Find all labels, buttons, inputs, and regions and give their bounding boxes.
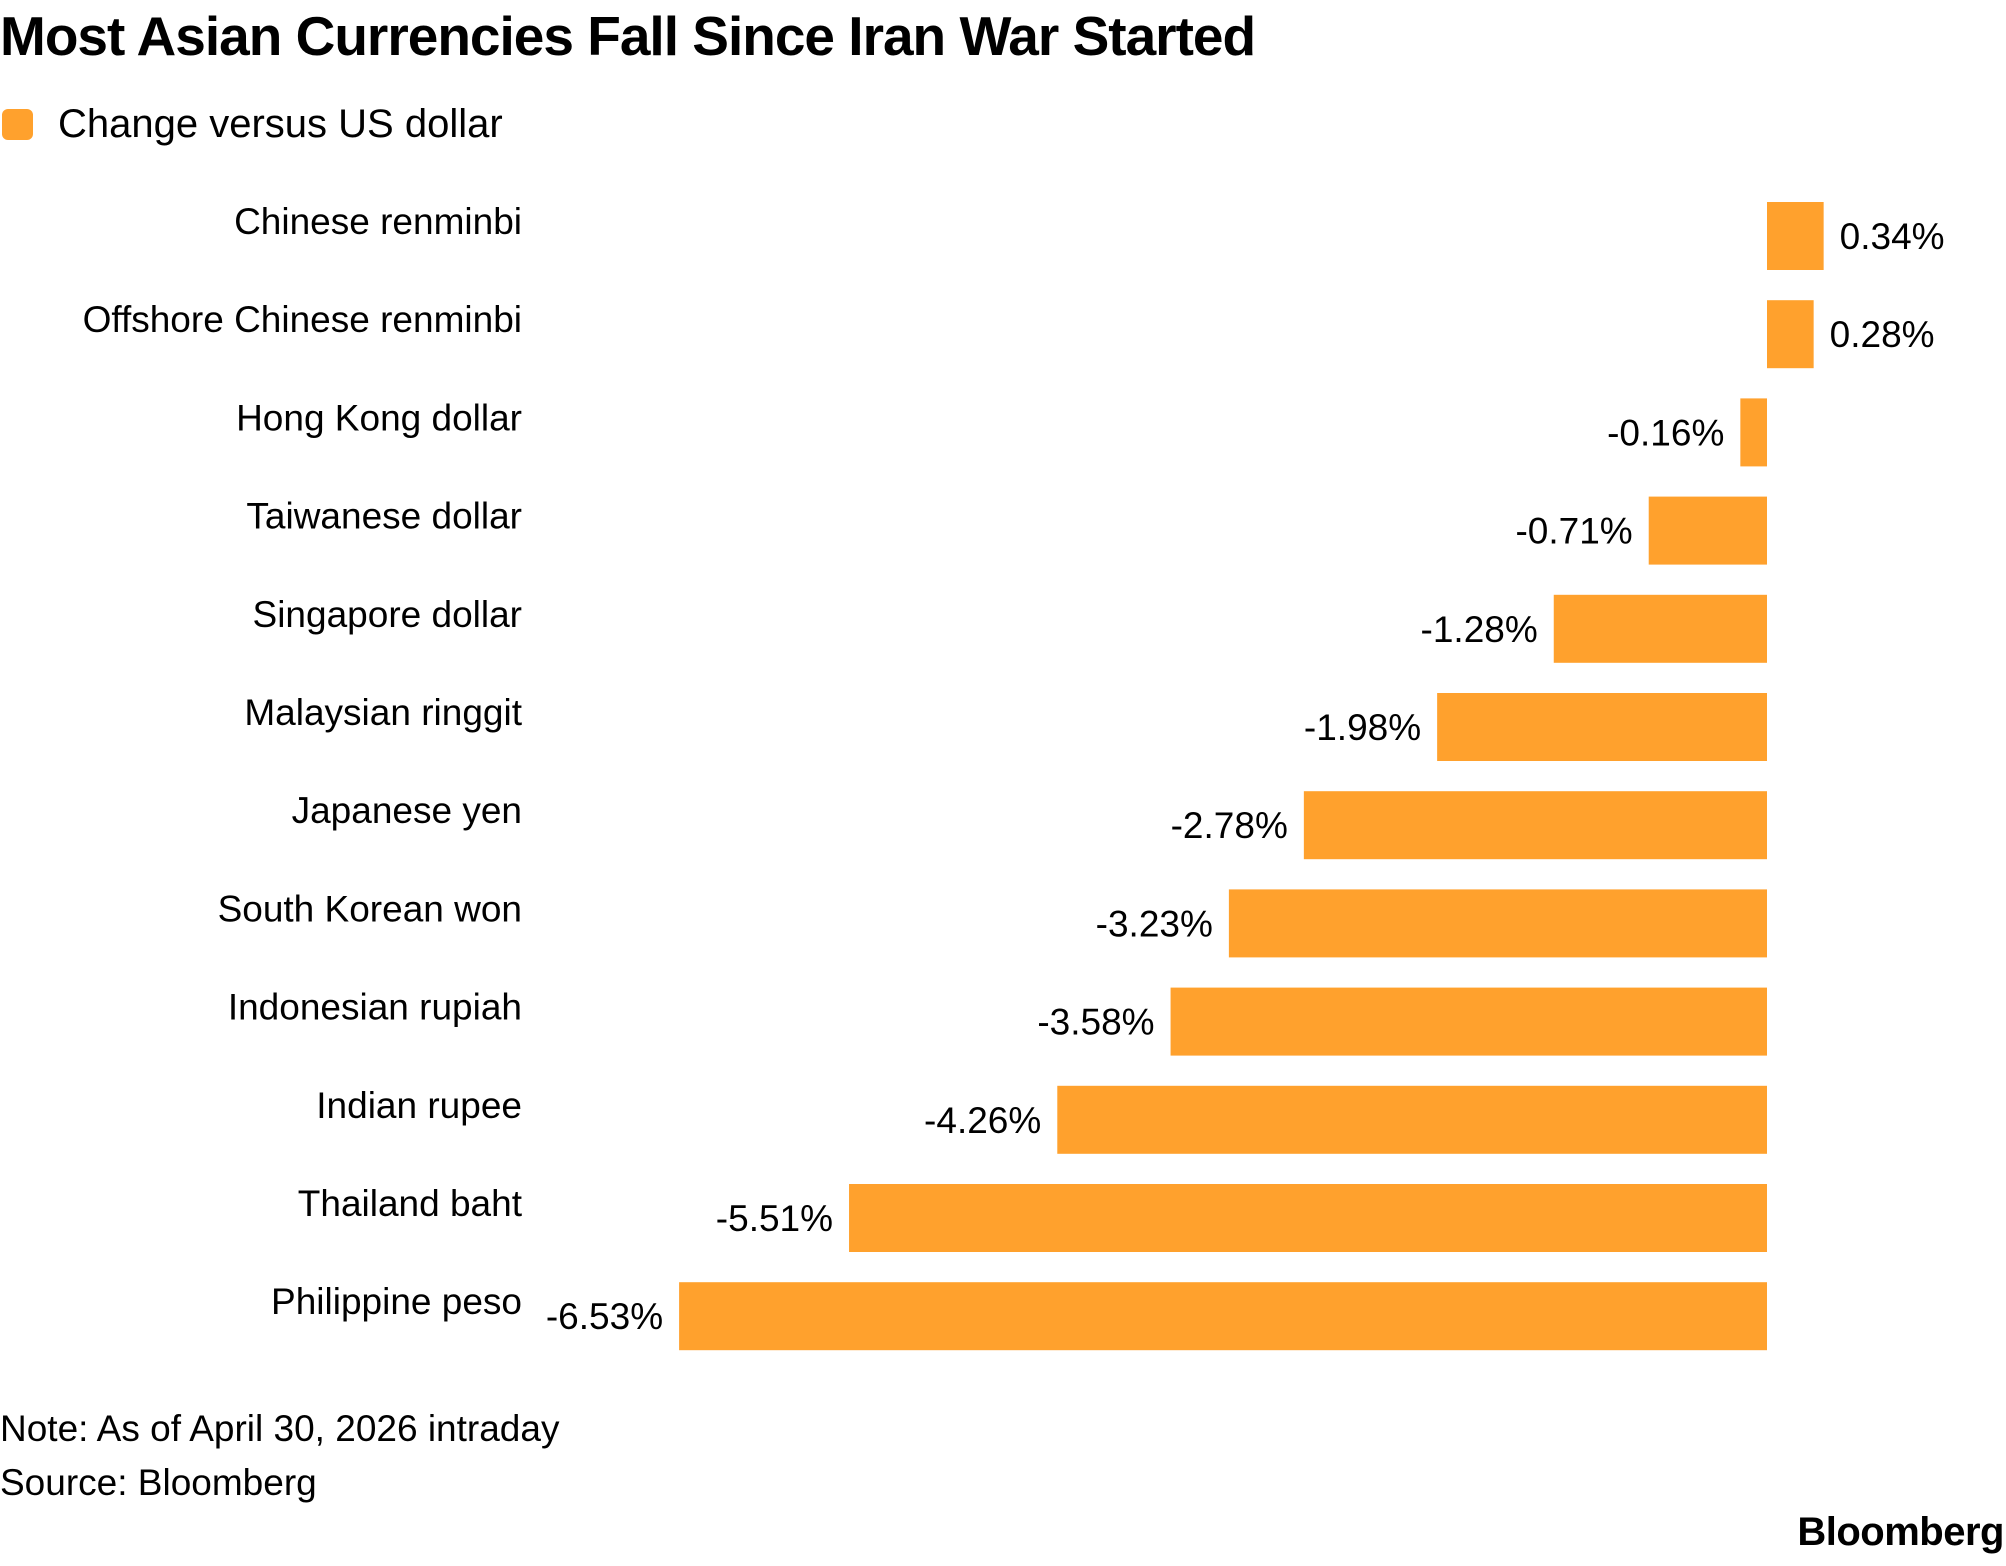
- value-label: -1.98%: [1304, 707, 1421, 748]
- source-text: Source: Bloomberg: [0, 1462, 317, 1503]
- value-label: -2.78%: [1171, 805, 1288, 846]
- value-labels: 0.34% 0.28% -0.16% -0.71% -1.28% -1.98% -2.78%…: [546, 216, 1945, 1337]
- category-label: Hong Kong dollar: [236, 397, 522, 438]
- category-label: Chinese renminbi: [234, 201, 522, 242]
- legend-swatch: [2, 108, 33, 140]
- chart-title: Most Asian Currencies Fall Since Iran Wa…: [0, 5, 1256, 67]
- legend: Change versus US dollar: [2, 98, 503, 150]
- bar: [1740, 398, 1767, 467]
- bar: [1170, 987, 1767, 1056]
- note-text: Note: As of April 30, 2026 intraday: [0, 1408, 560, 1449]
- bar: [849, 1184, 1767, 1252]
- bar: [1437, 693, 1767, 761]
- category-label: Japanese yen: [292, 790, 522, 831]
- value-label: -4.26%: [924, 1100, 1041, 1141]
- bar: [1553, 594, 1767, 663]
- bar: [679, 1282, 1767, 1351]
- bar: [1057, 1085, 1767, 1154]
- value-label: 0.34%: [1840, 216, 1945, 257]
- value-label: -5.51%: [716, 1198, 833, 1239]
- category-label: Taiwanese dollar: [246, 496, 522, 537]
- legend-label: Change versus US dollar: [58, 101, 503, 146]
- bar: [1228, 889, 1767, 958]
- value-label: -0.71%: [1515, 511, 1632, 552]
- footnote: Note: As of April 30, 2026 intraday Sour…: [0, 1402, 559, 1510]
- value-label: -3.23%: [1096, 903, 1213, 944]
- category-label: Indian rupee: [316, 1085, 522, 1126]
- category-label: Thailand baht: [298, 1183, 523, 1224]
- bar-chart: Chinese renminbi Offshore Chinese renminb…: [83, 201, 1945, 1351]
- bar: [1767, 300, 1814, 369]
- category-label: Malaysian ringgit: [244, 692, 522, 733]
- bars: [679, 202, 1824, 1351]
- bar: [1767, 202, 1824, 270]
- bar: [1303, 791, 1767, 860]
- value-label: -6.53%: [546, 1296, 663, 1337]
- value-label: -1.28%: [1421, 609, 1538, 650]
- category-label: South Korean won: [218, 888, 522, 929]
- value-label: -3.58%: [1037, 1002, 1154, 1043]
- category-label: Indonesian rupiah: [228, 987, 522, 1028]
- bar: [1648, 496, 1767, 565]
- value-label: -0.16%: [1607, 412, 1724, 453]
- category-label: Philippine peso: [271, 1281, 522, 1322]
- category-label: Offshore Chinese renminbi: [83, 299, 522, 340]
- category-labels: Chinese renminbi Offshore Chinese renminb…: [83, 201, 523, 1322]
- value-label: 0.28%: [1830, 314, 1935, 355]
- bloomberg-logo: Bloomberg: [1797, 1510, 2004, 1554]
- category-label: Singapore dollar: [253, 594, 522, 635]
